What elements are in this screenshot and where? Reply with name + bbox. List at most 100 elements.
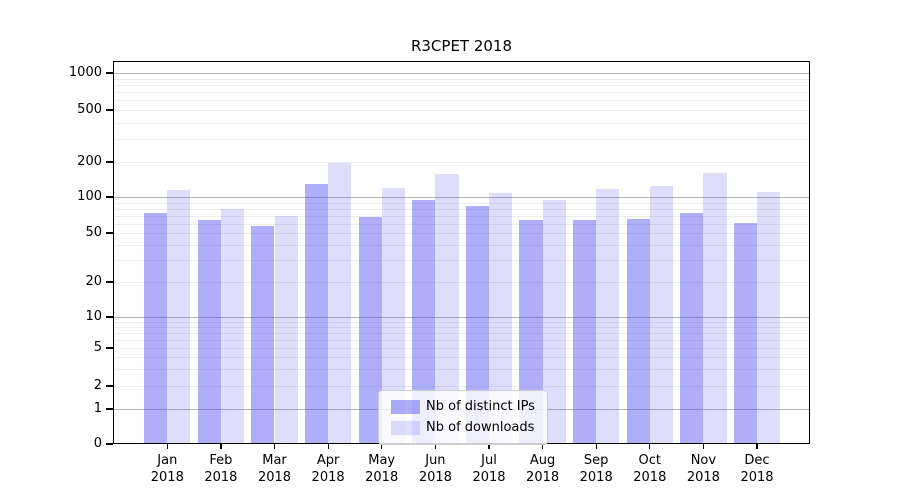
y-tick-mark bbox=[106, 109, 113, 111]
y-tick-mark bbox=[106, 347, 113, 349]
gridline-minor bbox=[113, 215, 810, 217]
x-tick-mark bbox=[488, 444, 490, 449]
bar-downloads bbox=[703, 172, 727, 444]
y-tick-label: 10 bbox=[85, 309, 102, 324]
gridline-minor bbox=[113, 92, 810, 93]
gridline-minor bbox=[113, 260, 810, 262]
y-tick-mark bbox=[106, 196, 113, 198]
gridline-minor bbox=[113, 244, 810, 246]
gridline-minor bbox=[113, 208, 810, 210]
gridline-minor bbox=[113, 357, 810, 359]
bar-distinct-ips bbox=[251, 226, 275, 444]
y-tick-label: 1000 bbox=[68, 65, 102, 80]
bar-distinct-ips bbox=[733, 222, 757, 444]
gridline-minor bbox=[113, 321, 810, 323]
x-tick-label: Jun 2018 bbox=[418, 453, 452, 485]
x-tick-mark bbox=[381, 444, 383, 449]
x-tick-mark bbox=[542, 444, 544, 449]
y-tick-mark bbox=[106, 161, 113, 163]
gridline-minor bbox=[113, 162, 810, 163]
bar-downloads bbox=[757, 192, 781, 444]
gridline-minor bbox=[113, 282, 810, 283]
bar-distinct-ips bbox=[304, 184, 329, 444]
bar-distinct-ips bbox=[412, 199, 436, 444]
bar-distinct-ips bbox=[144, 212, 168, 444]
x-tick-label: Apr 2018 bbox=[311, 453, 345, 485]
gridline-minor bbox=[113, 327, 810, 328]
y-tick-mark bbox=[106, 443, 113, 445]
y-tick-label: 200 bbox=[77, 154, 102, 169]
x-tick-label: Dec 2018 bbox=[740, 453, 774, 485]
x-tick-mark bbox=[327, 444, 329, 449]
y-tick-label: 100 bbox=[77, 189, 102, 204]
legend-label-distinct-ips: Nb of distinct IPs bbox=[426, 399, 535, 414]
y-tick-mark bbox=[106, 408, 113, 410]
legend-label-downloads: Nb of downloads bbox=[426, 420, 535, 435]
bar-distinct-ips bbox=[626, 218, 650, 444]
y-tick-mark bbox=[106, 316, 113, 318]
y-tick-label: 20 bbox=[85, 274, 102, 289]
gridline-minor bbox=[113, 333, 810, 334]
y-tick-mark bbox=[106, 385, 113, 387]
gridline-major bbox=[113, 317, 810, 318]
bar-downloads bbox=[381, 187, 405, 444]
x-tick-label: Jan 2018 bbox=[150, 453, 184, 485]
y-tick-label: 50 bbox=[85, 225, 102, 240]
x-tick-label: Sep 2018 bbox=[579, 453, 613, 485]
gridline-major bbox=[113, 197, 810, 198]
legend-swatch-downloads bbox=[391, 421, 420, 435]
bar-downloads bbox=[649, 186, 673, 444]
bar-distinct-ips bbox=[465, 206, 489, 444]
gridline-minor bbox=[113, 122, 810, 124]
y-tick-label: 2 bbox=[93, 378, 102, 393]
y-tick-label: 5 bbox=[93, 340, 102, 355]
gridline-minor bbox=[113, 348, 810, 349]
gridline-minor bbox=[113, 223, 810, 225]
gridline-minor bbox=[113, 100, 810, 102]
gridline-major bbox=[113, 73, 810, 74]
plot-area: Nb of distinct IPs Nb of downloads bbox=[113, 61, 810, 445]
x-tick-label: Nov 2018 bbox=[686, 453, 720, 485]
bar-distinct-ips bbox=[519, 220, 543, 444]
legend-swatch-distinct-ips bbox=[391, 400, 420, 414]
x-tick-mark bbox=[756, 444, 758, 449]
bar-downloads bbox=[328, 163, 352, 444]
y-tick-label: 0 bbox=[93, 436, 102, 451]
x-tick-label: Jul 2018 bbox=[472, 453, 506, 485]
legend-item-distinct-ips: Nb of distinct IPs bbox=[391, 398, 535, 416]
bar-downloads bbox=[167, 189, 191, 444]
x-tick-label: Oct 2018 bbox=[633, 453, 667, 485]
gridline-minor bbox=[113, 110, 810, 111]
gridline-minor bbox=[113, 139, 810, 140]
x-tick-mark bbox=[220, 444, 222, 449]
gridline-minor bbox=[113, 339, 810, 341]
y-tick-mark bbox=[106, 72, 113, 74]
bar-distinct-ips bbox=[197, 220, 221, 444]
bar-downloads bbox=[489, 193, 513, 444]
y-tick-label: 500 bbox=[77, 102, 102, 117]
x-tick-label: Feb 2018 bbox=[204, 453, 238, 485]
gridline-minor bbox=[113, 369, 810, 371]
x-tick-mark bbox=[649, 444, 651, 449]
bar-distinct-ips bbox=[680, 212, 704, 444]
y-tick-label: 1 bbox=[93, 401, 102, 416]
y-tick-mark bbox=[106, 232, 113, 234]
bar-downloads bbox=[435, 173, 459, 444]
bar-downloads bbox=[274, 215, 298, 444]
x-tick-mark bbox=[434, 444, 437, 449]
x-tick-label: May 2018 bbox=[365, 453, 399, 485]
legend-item-downloads: Nb of downloads bbox=[391, 419, 535, 437]
bar-downloads bbox=[596, 189, 620, 444]
x-tick-mark bbox=[273, 444, 276, 449]
bar-distinct-ips bbox=[573, 220, 597, 444]
gridline-minor bbox=[113, 84, 810, 86]
x-tick-mark bbox=[595, 444, 597, 449]
gridline-minor bbox=[113, 233, 810, 234]
y-tick-mark bbox=[106, 281, 113, 283]
legend: Nb of distinct IPs Nb of downloads bbox=[378, 390, 548, 445]
x-tick-mark bbox=[702, 444, 705, 449]
x-tick-label: Mar 2018 bbox=[257, 453, 292, 485]
bar-downloads bbox=[220, 209, 245, 444]
chart-title: R3CPET 2018 bbox=[410, 37, 513, 55]
